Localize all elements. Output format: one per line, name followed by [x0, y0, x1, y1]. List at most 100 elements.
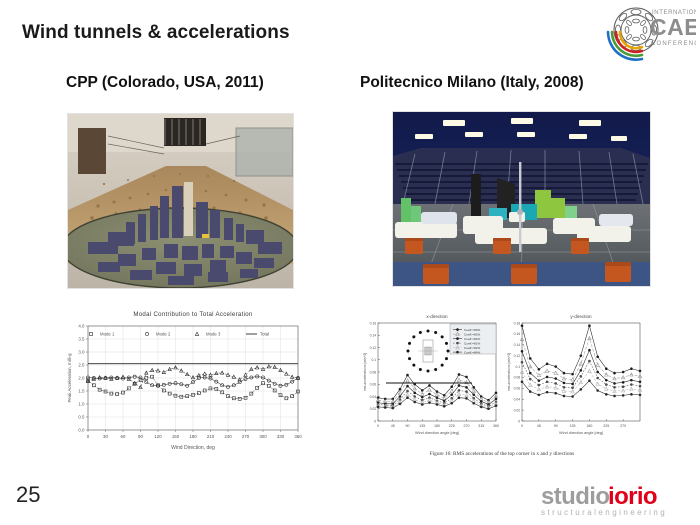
studio-logo-word2: iorio [608, 484, 657, 510]
svg-text:Mode 1: Mode 1 [100, 332, 115, 337]
svg-text:0: 0 [518, 419, 520, 423]
svg-text:315: 315 [478, 424, 484, 428]
series-0 [376, 373, 498, 402]
svg-text:3.0: 3.0 [78, 350, 85, 355]
cae-logo-line2: CAE [650, 14, 696, 40]
series-2 [376, 384, 498, 406]
svg-text:2.5: 2.5 [78, 363, 85, 368]
svg-text:270: 270 [620, 424, 626, 428]
svg-text:90: 90 [406, 424, 410, 428]
roughness-blocks [405, 238, 631, 284]
cae-logo-line3: CONFERENCE [651, 41, 696, 47]
panel-title: y-direction [570, 314, 592, 319]
svg-text:0.16: 0.16 [514, 332, 521, 336]
figure-caption: Figure 16: RMS accelerations of the top … [430, 450, 574, 457]
svg-text:0.06: 0.06 [514, 387, 521, 391]
svg-text:1.0: 1.0 [78, 402, 85, 407]
series-4 [519, 368, 643, 394]
series-1 [519, 335, 643, 382]
svg-text:0: 0 [521, 424, 523, 428]
svg-text:0.02: 0.02 [514, 408, 521, 412]
building-models [395, 162, 633, 252]
svg-text:45: 45 [391, 424, 395, 428]
svg-text:Coeff.=80%: Coeff.=80% [464, 328, 480, 332]
svg-text:60: 60 [121, 434, 126, 439]
svg-text:45: 45 [537, 424, 541, 428]
panel-title: x-direction [426, 314, 448, 319]
series-5 [520, 379, 642, 398]
svg-text:360: 360 [294, 434, 302, 439]
series-3 [520, 359, 642, 390]
svg-text:240: 240 [224, 434, 232, 439]
cpp-wind-tunnel-photo [67, 113, 294, 289]
svg-text:300: 300 [259, 434, 267, 439]
chart-legend: Mode 1 Mode 2 Mode 3 Total [89, 331, 269, 337]
x-axis-label: Wind Direction, deg [171, 445, 215, 451]
y-axis-label: rms accelerations [m/s^2] [507, 353, 511, 391]
svg-text:0.5: 0.5 [78, 415, 85, 420]
column-heading-polimi: Politecnico Milano (Italy, 2008) [360, 74, 584, 91]
rms-accelerations-figure: x-direction 0 45 90 135 180 225 270 315 360 0 0.02 0… [356, 303, 648, 471]
svg-text:0: 0 [374, 419, 376, 423]
studio-logo-word1: studio [541, 484, 609, 510]
series-mode-1 [86, 374, 300, 401]
page-number: 25 [16, 482, 41, 507]
svg-text:Total: Total [260, 332, 269, 337]
svg-text:0.04: 0.04 [370, 395, 377, 399]
svg-text:0.14: 0.14 [370, 334, 377, 338]
ceiling-lights [415, 118, 627, 141]
svg-text:Coeff.=84%: Coeff.=84% [464, 337, 480, 341]
chart-title: Modal Contribution to Total Acceleration [133, 311, 252, 318]
svg-text:Mode 3: Mode 3 [206, 332, 221, 337]
svg-text:0.08: 0.08 [370, 370, 377, 374]
svg-text:30: 30 [103, 434, 108, 439]
svg-text:0.18: 0.18 [514, 321, 521, 325]
series-2 [520, 348, 642, 386]
svg-text:135: 135 [419, 424, 425, 428]
svg-text:0.04: 0.04 [514, 398, 521, 402]
svg-text:225: 225 [449, 424, 455, 428]
svg-text:270: 270 [242, 434, 250, 439]
svg-text:0.02: 0.02 [370, 407, 377, 411]
series-5 [376, 396, 498, 411]
svg-text:Coeff.=82%: Coeff.=82% [464, 332, 480, 336]
svg-text:0.1: 0.1 [515, 365, 520, 369]
studio-logo-subtitle: structuralengineering [541, 508, 667, 517]
svg-text:Coeff.=81%: Coeff.=81% [464, 341, 480, 345]
svg-text:210: 210 [207, 434, 215, 439]
svg-text:180: 180 [189, 434, 197, 439]
y-axis-label: Peak Acceleration, milli-g [67, 353, 72, 403]
svg-text:180: 180 [586, 424, 592, 428]
city-model-blocks [88, 182, 282, 285]
svg-text:0.06: 0.06 [370, 383, 377, 387]
svg-text:330: 330 [277, 434, 285, 439]
svg-text:90: 90 [554, 424, 558, 428]
svg-text:0.12: 0.12 [514, 354, 521, 358]
svg-text:270: 270 [464, 424, 470, 428]
svg-text:0: 0 [377, 424, 379, 428]
series-0 [520, 324, 642, 376]
svg-text:0.08: 0.08 [514, 376, 521, 380]
cae-color-arcs [606, 30, 644, 61]
x-axis-label: Wind direction angle [deg] [415, 431, 459, 435]
svg-text:120: 120 [154, 434, 162, 439]
svg-text:0: 0 [87, 434, 90, 439]
svg-text:0.12: 0.12 [370, 346, 377, 350]
svg-text:225: 225 [603, 424, 609, 428]
page-title: Wind tunnels & accelerations [22, 22, 290, 43]
svg-text:4.0: 4.0 [78, 324, 85, 329]
svg-text:0.1: 0.1 [371, 358, 376, 362]
svg-text:0.0: 0.0 [78, 428, 85, 433]
svg-text:1.5: 1.5 [78, 389, 85, 394]
svg-text:150: 150 [172, 434, 180, 439]
svg-text:Mode 2: Mode 2 [156, 332, 171, 337]
cae-logo-line1: INTERNATIONAL [652, 10, 696, 16]
svg-text:180: 180 [434, 424, 440, 428]
modal-contribution-chart: Modal Contribution to Total Acceleration… [62, 300, 304, 460]
svg-text:Coeff.=82%: Coeff.=82% [464, 346, 480, 350]
svg-text:135: 135 [570, 424, 576, 428]
svg-text:0.14: 0.14 [514, 343, 521, 347]
column-heading-cpp: CPP (Colorado, USA, 2011) [66, 74, 264, 91]
svg-text:2.0: 2.0 [78, 376, 85, 381]
